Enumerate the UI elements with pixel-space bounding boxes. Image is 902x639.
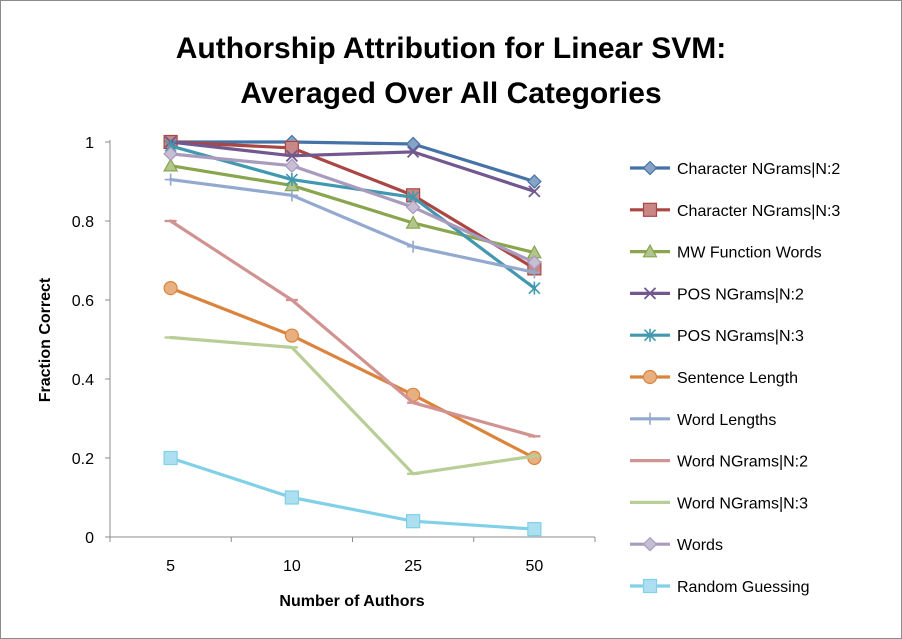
legend-marker — [642, 160, 658, 176]
series-group — [163, 146, 542, 270]
legend-item: Word NGrams|N:3 — [630, 495, 808, 512]
series-line — [169, 140, 536, 193]
data-point — [284, 490, 299, 505]
data-point — [285, 189, 298, 202]
data-point — [405, 199, 421, 215]
data-point — [406, 514, 421, 529]
data-point — [407, 240, 420, 253]
x-axis-title: Number of Authors — [279, 593, 424, 610]
legend-item: Character NGrams|N:2 — [630, 160, 840, 178]
chart-title-line-2: Averaged Over All Categories — [240, 77, 661, 110]
legend-item: Character NGrams|N:3 — [630, 202, 840, 220]
legend-marker — [642, 369, 658, 385]
series-group — [164, 335, 541, 476]
series-group — [164, 139, 541, 295]
plot-area: 0 0.2 0.4 0.6 0.8 1 5 10 25 50 — [72, 134, 596, 575]
legend-label: Words — [677, 537, 723, 554]
x-tick-label: 10 — [283, 558, 301, 575]
series-line — [169, 219, 536, 438]
legend-item: POS NGrams|N:3 — [630, 328, 804, 345]
legend-item: Word Lengths — [630, 412, 776, 429]
legend-marker — [643, 287, 657, 300]
series-line — [169, 144, 536, 290]
series-group — [163, 157, 542, 259]
y-tick-label: 0.8 — [72, 214, 94, 231]
series-line — [169, 177, 536, 274]
data-point — [284, 328, 299, 343]
legend-label: MW Function Words — [677, 245, 822, 262]
data-point — [527, 255, 542, 270]
legend-marker — [644, 412, 656, 425]
series-line — [169, 335, 536, 476]
legend-label: POS NGrams|N:2 — [677, 286, 804, 303]
series-line — [169, 286, 536, 460]
data-point — [285, 173, 298, 187]
data-point — [527, 521, 542, 537]
x-tick-label: 5 — [166, 558, 175, 575]
legend-label: Sentence Length — [677, 370, 798, 387]
legend-item: Word NGrams|N:2 — [630, 454, 808, 471]
series-line — [169, 152, 536, 265]
series-line — [169, 164, 536, 255]
data-point — [163, 281, 178, 296]
y-tick-label: 0 — [85, 530, 94, 547]
legend-label: Word NGrams|N:2 — [677, 454, 808, 471]
data-point — [528, 185, 541, 198]
y-tick-label: 0.6 — [72, 293, 94, 310]
series-group — [163, 281, 542, 466]
legend-item: MW Function Words — [630, 243, 822, 262]
legend-marker — [642, 536, 658, 552]
data-point — [163, 450, 178, 466]
legend-marker — [642, 243, 658, 258]
series-line — [169, 140, 536, 184]
y-tick-label: 1 — [85, 135, 94, 152]
data-point — [163, 146, 178, 162]
y-axis-title: Fraction Correct — [37, 277, 54, 402]
y-tick-label: 0.4 — [72, 372, 94, 389]
legend-item: Random Guessing — [630, 578, 810, 596]
x-tick-label: 50 — [525, 558, 543, 575]
legend-item: Sentence Length — [630, 369, 798, 387]
series-line — [169, 456, 536, 531]
legend-label: Word NGrams|N:3 — [677, 495, 808, 512]
series-group — [163, 450, 542, 537]
data-point — [164, 173, 177, 186]
legend-item: POS NGrams|N:2 — [630, 286, 804, 303]
data-point — [405, 215, 421, 229]
series-line — [169, 140, 536, 270]
legend-marker — [643, 328, 657, 342]
legend-label: Word Lengths — [677, 412, 776, 429]
legend: Character NGrams|N:2 Character NGrams|N:3… — [630, 160, 840, 596]
legend-label: POS NGrams|N:3 — [677, 328, 804, 345]
data-point — [527, 174, 542, 189]
data-point — [163, 157, 179, 172]
data-point — [528, 281, 541, 295]
legend-item: Words — [630, 536, 723, 554]
series-group — [164, 135, 541, 198]
legend-label: Character NGrams|N:3 — [677, 203, 840, 220]
data-point — [406, 145, 420, 159]
series-group — [164, 219, 541, 438]
y-tick-label: 0.2 — [72, 451, 94, 468]
x-tick-label: 25 — [404, 558, 422, 575]
legend-marker — [642, 202, 658, 217]
series-group — [164, 173, 541, 279]
chart-title-line-1: Authorship Attribution for Linear SVM: — [176, 32, 727, 65]
data-point — [284, 158, 300, 174]
data-point — [285, 149, 299, 162]
legend-marker — [642, 578, 658, 594]
legend-label: Random Guessing — [677, 579, 810, 596]
legend-label: Character NGrams|N:2 — [677, 161, 840, 178]
